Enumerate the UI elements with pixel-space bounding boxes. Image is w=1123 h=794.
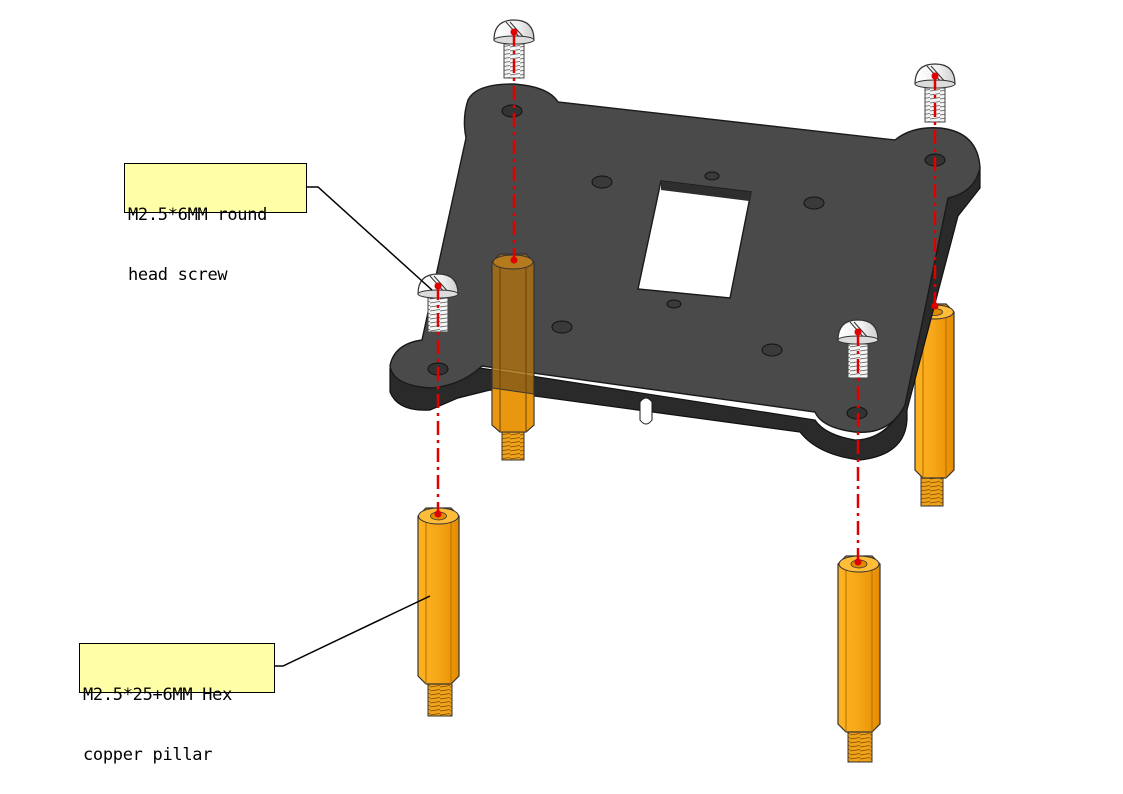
pillar-label-line-2: copper pillar (83, 745, 213, 765)
pillar-callout-label: M2.5*25+6MM Hex copper pillar (79, 643, 275, 765)
mounting-plate-icon (389, 83, 981, 461)
screw-label-line-2: head screw (128, 265, 228, 285)
hex-copper-pillar-icon (491, 253, 535, 461)
hex-copper-pillar-icon (837, 555, 881, 763)
assembly-axis-points (434, 28, 939, 566)
pillar-label-line-1: M2.5*25+6MM Hex (83, 685, 233, 705)
assembly-axis-lines (436, 32, 937, 562)
screw-callout-label: M2.5*6MM round head screw (124, 163, 307, 285)
hex-copper-pillar-icon (417, 507, 460, 717)
screw-label-line-1: M2.5*6MM round (128, 205, 268, 225)
